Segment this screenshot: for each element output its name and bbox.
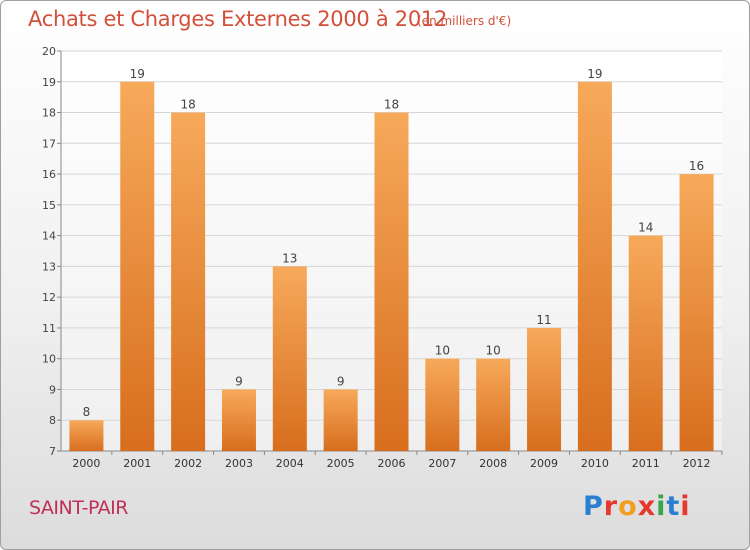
x-tick-label: 2008 <box>479 457 507 470</box>
bar <box>577 81 612 452</box>
data-label: 18 <box>384 98 399 112</box>
data-label: 8 <box>83 405 91 419</box>
x-tick-label: 2007 <box>428 457 456 470</box>
data-label: 13 <box>282 251 297 265</box>
y-tick-label: 10 <box>42 353 56 366</box>
x-tick-label: 2006 <box>378 457 406 470</box>
y-tick-label: 8 <box>49 414 56 427</box>
x-tick-label: 2012 <box>683 457 711 470</box>
bar <box>628 235 663 451</box>
commune-name: SAINT-PAIR <box>29 497 129 519</box>
data-label: 14 <box>638 221 653 235</box>
y-tick-label: 16 <box>42 168 56 181</box>
bar <box>425 358 460 451</box>
logo-letter: t <box>666 491 681 522</box>
logo-letter: r <box>603 491 619 522</box>
y-tick-label: 15 <box>42 199 56 212</box>
data-label: 19 <box>130 67 145 81</box>
data-label: 18 <box>180 98 195 112</box>
y-tick-label: 19 <box>42 76 56 89</box>
x-tick-label: 2000 <box>72 457 100 470</box>
logo-letter: P <box>583 491 604 522</box>
bar <box>120 81 155 452</box>
bar <box>374 112 409 452</box>
bar <box>323 389 358 451</box>
data-label: 10 <box>435 344 450 358</box>
data-label: 11 <box>536 313 551 327</box>
data-label: 10 <box>486 344 501 358</box>
x-tick-label: 2009 <box>530 457 558 470</box>
logo-letter: o <box>618 491 638 522</box>
x-tick-label: 2003 <box>225 457 253 470</box>
data-label: 16 <box>689 159 704 173</box>
bar <box>272 266 307 451</box>
data-label: 19 <box>587 67 602 81</box>
logo-letter: i <box>680 491 691 522</box>
data-label: 9 <box>337 374 345 388</box>
y-tick-label: 14 <box>42 230 56 243</box>
bar <box>171 112 206 452</box>
data-label: 9 <box>235 374 243 388</box>
logo-letter: x <box>637 491 657 522</box>
bar <box>69 420 104 451</box>
x-tick-label: 2004 <box>276 457 304 470</box>
bar <box>476 358 511 451</box>
bar <box>527 327 562 451</box>
logo-letter: i <box>656 491 667 522</box>
x-tick-label: 2001 <box>123 457 151 470</box>
y-tick-label: 7 <box>49 445 56 458</box>
bar <box>679 174 714 452</box>
x-tick-label: 2011 <box>632 457 660 470</box>
x-tick-label: 2005 <box>327 457 355 470</box>
proxiti-logo[interactable]: Proxiti <box>583 491 691 522</box>
chart-title: Achats et Charges Externes 2000 à 2012 <box>28 7 448 31</box>
y-tick-label: 17 <box>42 137 56 150</box>
x-tick-label: 2010 <box>581 457 609 470</box>
y-tick-label: 12 <box>42 291 56 304</box>
y-tick-label: 13 <box>42 260 56 273</box>
y-tick-label: 9 <box>49 383 56 396</box>
y-tick-label: 20 <box>42 45 56 58</box>
x-tick-label: 2002 <box>174 457 202 470</box>
y-tick-label: 11 <box>42 322 56 335</box>
chart-subtitle: (en milliers d'€) <box>417 14 512 28</box>
bar <box>221 389 256 451</box>
y-tick-label: 18 <box>42 107 56 120</box>
